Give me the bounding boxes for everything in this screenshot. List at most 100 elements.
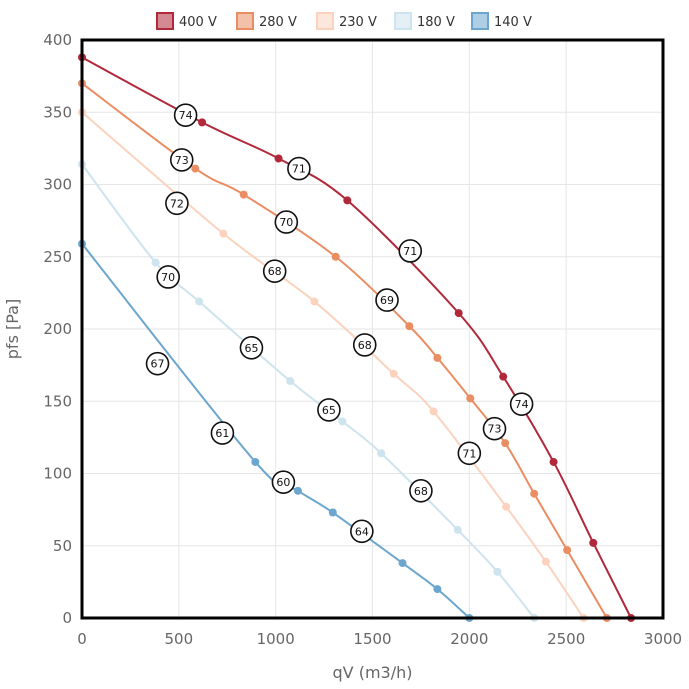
bubble-label: 73 bbox=[488, 423, 502, 436]
bubble-label: 71 bbox=[292, 163, 306, 176]
data-point bbox=[389, 369, 398, 378]
bubble-label: 68 bbox=[414, 485, 428, 498]
legend-item[interactable]: 140 V bbox=[471, 12, 532, 30]
data-point bbox=[310, 297, 319, 306]
legend-label: 140 V bbox=[494, 15, 532, 30]
bubble-circle bbox=[509, 392, 534, 416]
efficiency-bubble: 65 bbox=[239, 335, 264, 360]
efficiency-bubble: 69 bbox=[375, 288, 399, 312]
bubble-label: 68 bbox=[268, 265, 282, 278]
data-point bbox=[493, 567, 502, 576]
bubble-circle bbox=[274, 210, 299, 234]
bubble-label: 74 bbox=[179, 109, 193, 122]
legend-item[interactable]: 230 V bbox=[316, 12, 377, 30]
x-tick-label: 1000 bbox=[257, 630, 295, 648]
data-point bbox=[563, 546, 572, 555]
data-point bbox=[251, 457, 260, 466]
y-tick-label: 300 bbox=[43, 176, 72, 194]
bubble-circle bbox=[169, 148, 194, 172]
bubble-circle bbox=[482, 416, 507, 441]
legend-swatch bbox=[236, 12, 254, 30]
legend-label: 280 V bbox=[259, 15, 297, 30]
bubble-circle bbox=[145, 351, 170, 376]
y-tick-label: 350 bbox=[43, 103, 72, 121]
series-line-0 bbox=[81, 56, 632, 619]
bubble-circle bbox=[398, 239, 423, 263]
x-tick-label: 500 bbox=[165, 630, 194, 648]
data-point bbox=[502, 502, 511, 511]
bubble-circle bbox=[287, 156, 311, 181]
efficiency-bubble: 71 bbox=[457, 441, 482, 466]
bubble-circle bbox=[210, 421, 235, 445]
bubble-circle bbox=[165, 191, 189, 216]
series-line-4 bbox=[81, 243, 471, 619]
data-point bbox=[338, 417, 347, 426]
bubble-circle bbox=[262, 259, 287, 284]
bubble-circle bbox=[352, 333, 377, 357]
efficiency-bubble: 70 bbox=[156, 265, 180, 289]
y-axis-title: pfs [Pa] bbox=[3, 299, 22, 359]
data-point bbox=[454, 309, 463, 318]
efficiency-bubble: 74 bbox=[509, 392, 534, 416]
efficiency-bubble: 60 bbox=[271, 470, 296, 494]
data-point bbox=[530, 489, 539, 498]
data-point bbox=[433, 353, 442, 362]
bubble-circle bbox=[457, 441, 482, 466]
data-point bbox=[549, 457, 558, 466]
efficiency-bubble: 65 bbox=[317, 398, 341, 422]
bubble-label: 60 bbox=[276, 476, 290, 489]
legend: 400 V 280 V 230 V 180 V 140 V bbox=[156, 12, 532, 30]
efficiency-bubble: 71 bbox=[287, 156, 311, 181]
series-line-3 bbox=[81, 163, 535, 619]
plot-area-frame bbox=[80, 38, 665, 620]
bubble-label: 69 bbox=[380, 294, 394, 307]
bubble-label: 73 bbox=[175, 154, 189, 167]
legend-item[interactable]: 280 V bbox=[236, 12, 297, 30]
legend-label: 400 V bbox=[179, 15, 217, 30]
data-point bbox=[405, 322, 414, 331]
legend-item[interactable]: 400 V bbox=[156, 12, 217, 30]
bubble-circle bbox=[409, 479, 433, 503]
data-point bbox=[589, 538, 598, 547]
data-point bbox=[286, 377, 295, 386]
efficiency-bubble: 73 bbox=[169, 148, 194, 172]
efficiency-bubble: 67 bbox=[145, 351, 170, 376]
efficiency-bubble: 71 bbox=[398, 239, 423, 263]
legend-swatch bbox=[156, 12, 174, 30]
x-tick-label: 2500 bbox=[547, 630, 585, 648]
y-tick-label: 50 bbox=[53, 537, 72, 555]
data-point bbox=[293, 486, 302, 495]
legend-label: 230 V bbox=[339, 15, 377, 30]
data-point bbox=[501, 439, 510, 448]
y-tick-label: 200 bbox=[43, 320, 72, 338]
data-point bbox=[219, 229, 228, 238]
data-point bbox=[198, 118, 207, 127]
bubble-circle bbox=[173, 103, 198, 127]
data-point bbox=[466, 394, 475, 403]
bubble-circle bbox=[271, 470, 296, 494]
efficiency-bubble: 68 bbox=[409, 479, 433, 503]
data-point bbox=[499, 372, 508, 381]
bubble-circle bbox=[350, 519, 374, 544]
bubble-label: 64 bbox=[355, 525, 369, 538]
bubble-label: 72 bbox=[170, 197, 184, 210]
bubble-label: 70 bbox=[279, 216, 293, 229]
efficiency-bubble: 72 bbox=[165, 191, 189, 216]
bubble-label: 68 bbox=[358, 339, 372, 352]
bubble-label: 71 bbox=[403, 245, 417, 258]
efficiency-bubble: 61 bbox=[210, 421, 235, 445]
bubble-circle bbox=[317, 398, 341, 422]
efficiency-bubble: 64 bbox=[350, 519, 374, 544]
efficiency-bubble: 68 bbox=[352, 333, 377, 357]
data-point bbox=[398, 559, 407, 568]
tick-labels: 0 500 1000 1500 2000 2500 3000 0 50 100 150 200 250 3… bbox=[43, 31, 682, 648]
data-point bbox=[343, 196, 352, 205]
legend-label: 180 V bbox=[417, 15, 455, 30]
bubble-label: 61 bbox=[215, 427, 229, 440]
data-point bbox=[274, 154, 283, 163]
bubble-label: 71 bbox=[462, 447, 476, 460]
x-tick-label: 2000 bbox=[450, 630, 488, 648]
legend-item[interactable]: 180 V bbox=[394, 12, 455, 30]
data-point bbox=[429, 407, 438, 416]
